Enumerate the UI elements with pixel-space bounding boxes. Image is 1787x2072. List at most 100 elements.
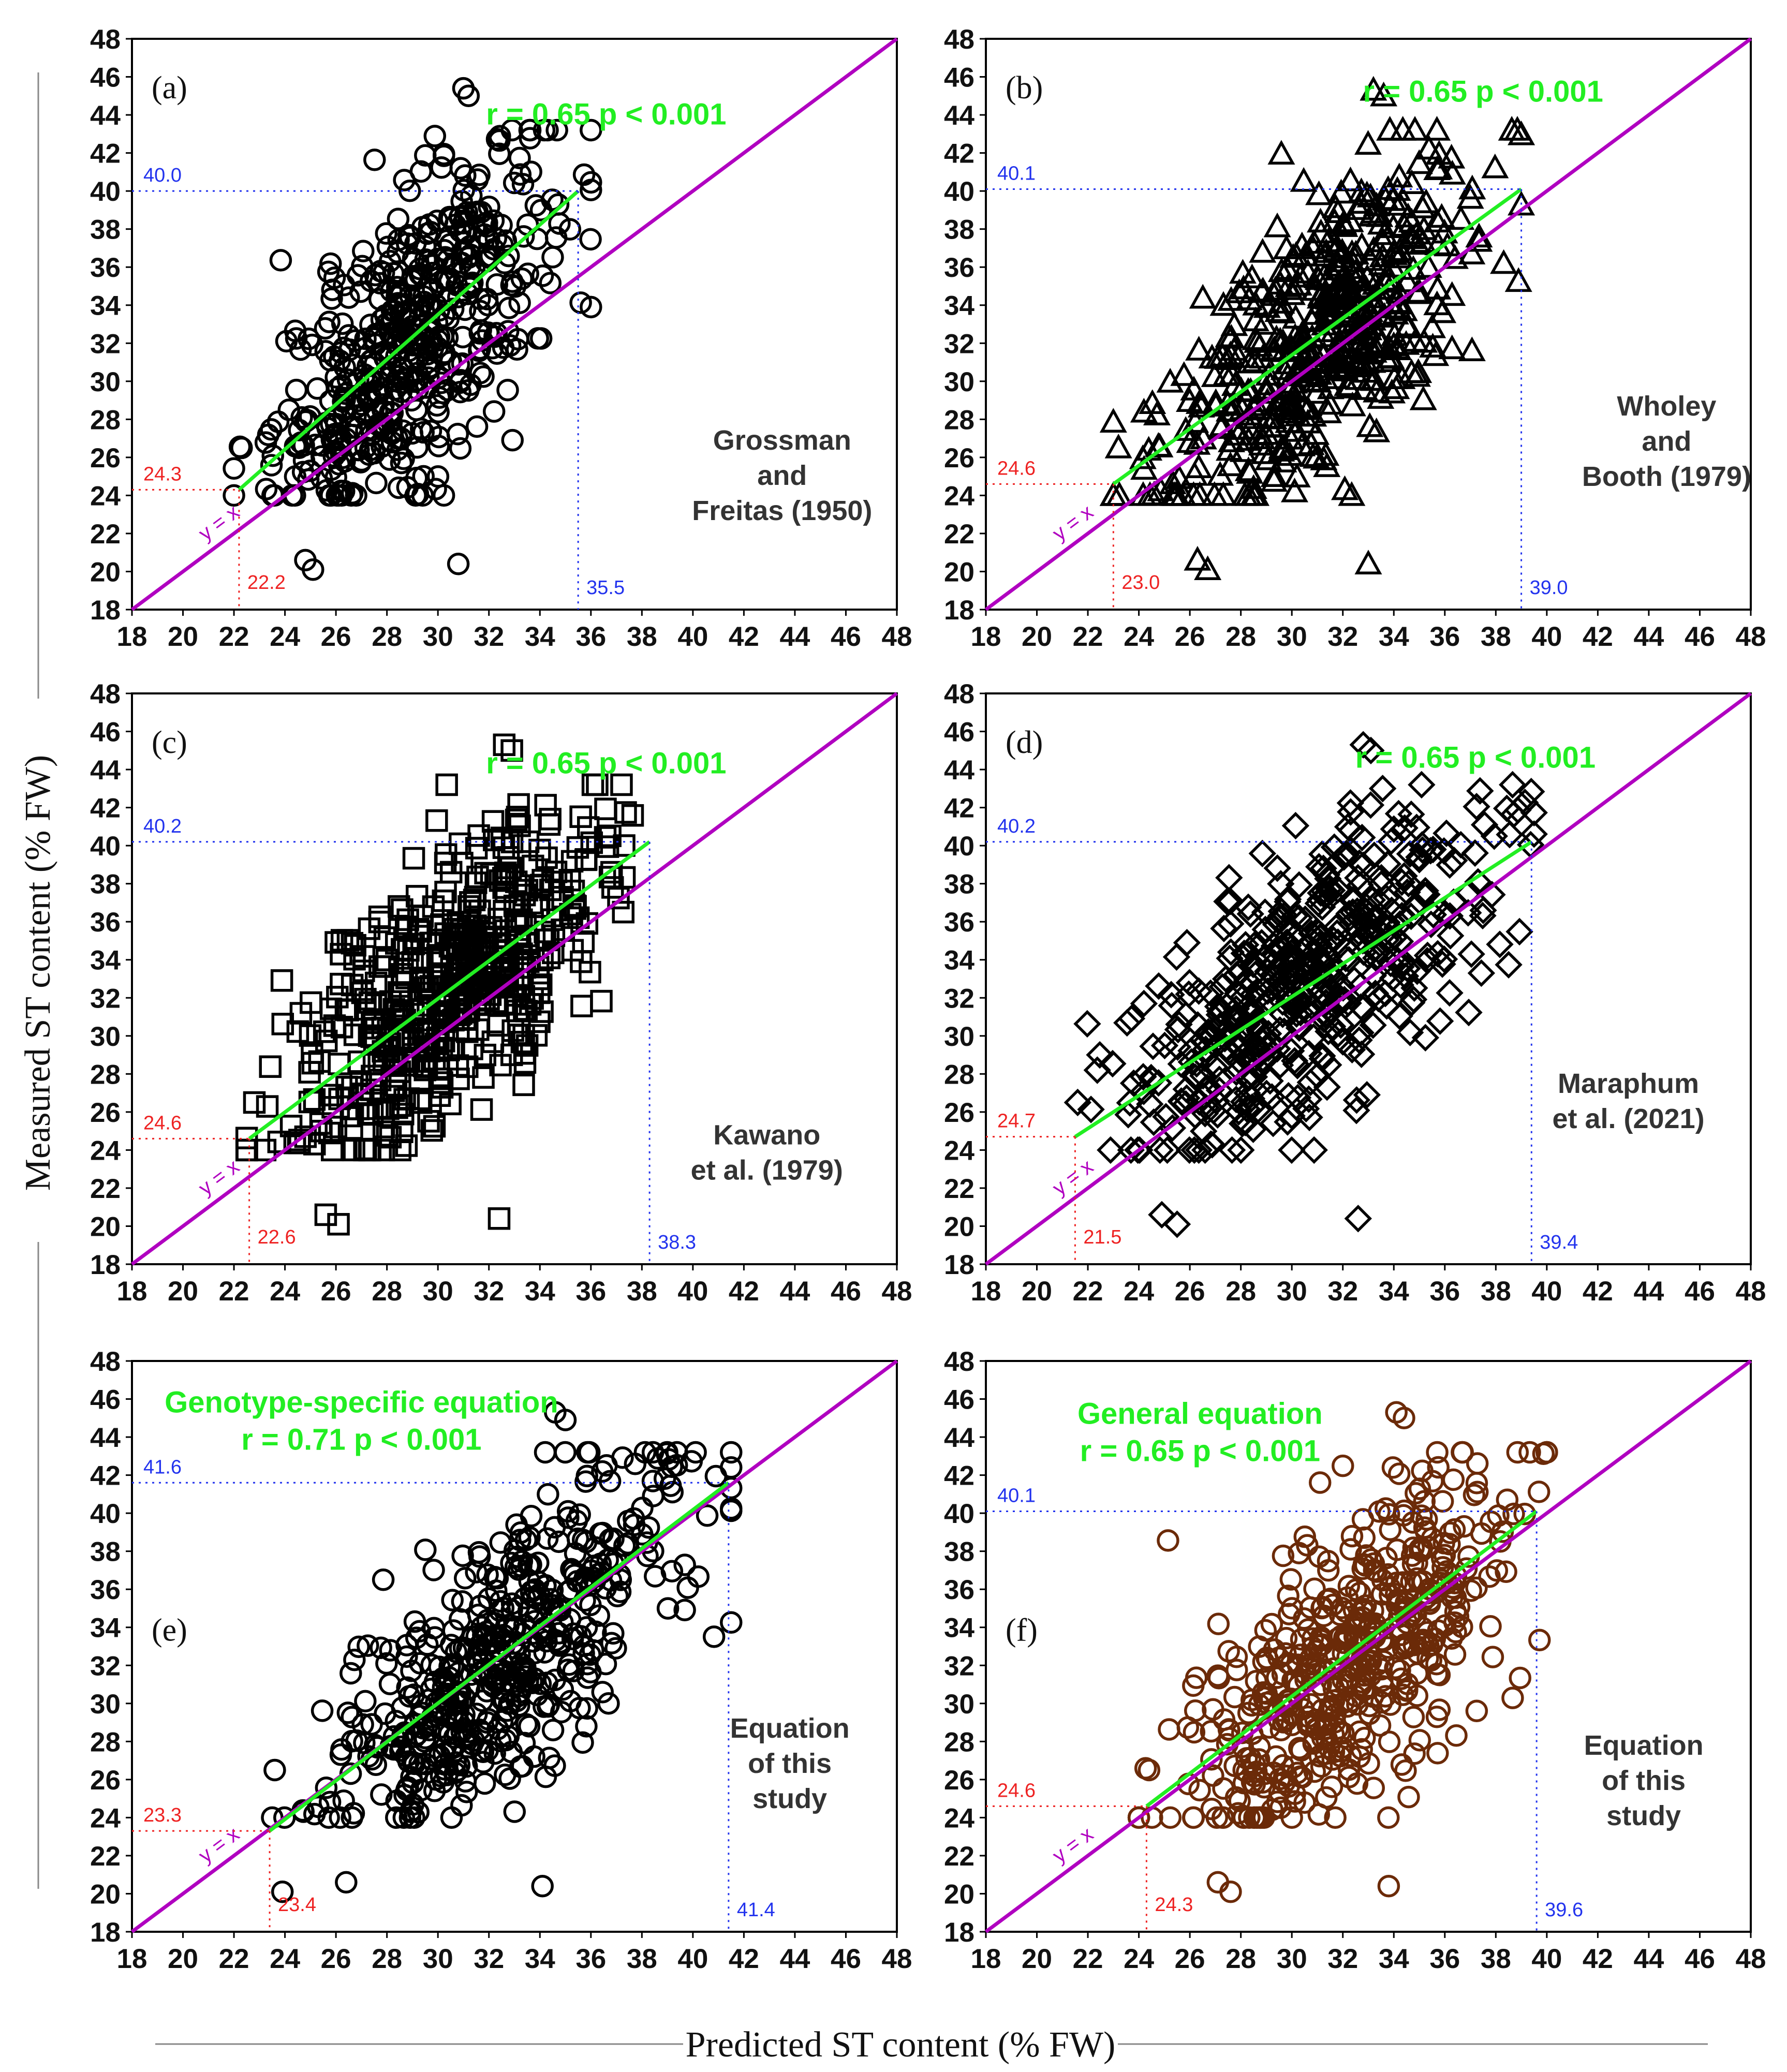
y-tick-label: 28 [90, 405, 121, 435]
y-tick-label: 30 [944, 1689, 974, 1720]
data-point [1506, 1441, 1529, 1464]
data-point [1262, 1762, 1285, 1784]
data-point [570, 995, 593, 1017]
data-point [468, 287, 491, 310]
data-point [315, 1777, 338, 1799]
data-point [506, 1545, 529, 1568]
x-tick-label: 20 [1022, 1944, 1052, 1974]
data-point [600, 861, 623, 884]
data-point [480, 1630, 503, 1653]
data-point [435, 773, 458, 796]
y-tick-label: 40 [944, 176, 974, 207]
x-tick-label: 22 [1073, 621, 1103, 652]
data-point [1299, 402, 1327, 427]
data-point-outlier [1360, 76, 1387, 101]
x-tick-label: 44 [1633, 621, 1664, 652]
data-point [1266, 1790, 1289, 1813]
data-point [1377, 1563, 1400, 1586]
data-point [453, 1567, 477, 1590]
data-point [497, 297, 521, 319]
data-point [1126, 1136, 1154, 1164]
data-point [315, 1029, 338, 1053]
data-point [408, 294, 431, 317]
data-point [1339, 1538, 1362, 1561]
data-point [393, 169, 416, 191]
data-point [1359, 284, 1387, 308]
data-point [1467, 959, 1496, 987]
data-point [440, 1806, 463, 1829]
data-point [388, 365, 410, 388]
x-tick-label: 32 [1327, 1276, 1358, 1307]
data-point-outlier [1104, 433, 1132, 458]
data-point [1343, 897, 1371, 925]
data-point [1337, 798, 1365, 826]
data-point-outlier [1184, 545, 1212, 571]
y-tick-label: 38 [944, 1537, 974, 1567]
data-point [1403, 362, 1431, 387]
y-tick-label: 46 [90, 63, 121, 93]
x-tick-label: 44 [779, 1276, 810, 1307]
data-point [1322, 193, 1350, 218]
data-point [584, 1620, 607, 1644]
data-point [1336, 789, 1365, 817]
data-point [301, 1052, 324, 1075]
data-point [455, 1755, 478, 1778]
data-point [1295, 362, 1323, 388]
equation-title: Genotype-specific equation [165, 1385, 558, 1419]
data-point [529, 199, 553, 221]
data-point [612, 900, 634, 924]
y-tick-label: 40 [90, 831, 121, 862]
data-point [1324, 1806, 1347, 1829]
data-point [1278, 1102, 1306, 1130]
data-point [1300, 1136, 1328, 1164]
data-point [580, 171, 602, 194]
data-point [1130, 397, 1158, 423]
data-point [1260, 1612, 1283, 1636]
data-point [1378, 1503, 1400, 1526]
data-point [1222, 995, 1250, 1023]
data-point [1396, 840, 1424, 868]
y-tick-label: 34 [90, 1613, 121, 1644]
data-point [364, 1753, 388, 1776]
data-point [1248, 839, 1276, 868]
data-point [1499, 771, 1527, 799]
x-tick-label: 46 [831, 1276, 861, 1307]
data-point [476, 288, 499, 310]
data-point [531, 264, 554, 287]
source-label: study [1606, 1800, 1681, 1831]
x-tick-label: 18 [971, 1944, 1001, 1974]
data-point [318, 1790, 342, 1814]
data-point [579, 228, 602, 251]
data-point [510, 1659, 533, 1682]
data-point [1501, 1686, 1524, 1709]
data-point [1442, 1468, 1465, 1491]
data-point [257, 423, 280, 447]
y-tick-label: 48 [90, 679, 121, 709]
data-point [289, 1002, 313, 1025]
data-point-outlier [1370, 81, 1398, 107]
data-point [1086, 1041, 1114, 1069]
y-tick-label: 44 [944, 100, 974, 131]
y-tick-label: 48 [944, 24, 974, 55]
data-point [1217, 451, 1245, 477]
data-point [509, 163, 532, 186]
data-point [1413, 946, 1441, 975]
annot-x-low: 21.5 [1083, 1226, 1121, 1248]
data-point [449, 437, 472, 460]
y-tick-label: 36 [944, 1575, 974, 1605]
data-point [1275, 408, 1303, 433]
data-point [1264, 935, 1292, 963]
data-point [402, 847, 425, 870]
data-point [304, 434, 327, 456]
data-point [1485, 1559, 1509, 1582]
data-point [1248, 1736, 1271, 1758]
data-point [433, 239, 456, 262]
data-point [1331, 353, 1358, 378]
x-tick-label: 18 [971, 621, 1001, 652]
data-point [385, 932, 408, 955]
data-point [382, 1725, 406, 1748]
data-point [414, 144, 437, 167]
data-point [355, 1097, 378, 1120]
data-point [1427, 1456, 1450, 1479]
data-point [1209, 291, 1237, 316]
